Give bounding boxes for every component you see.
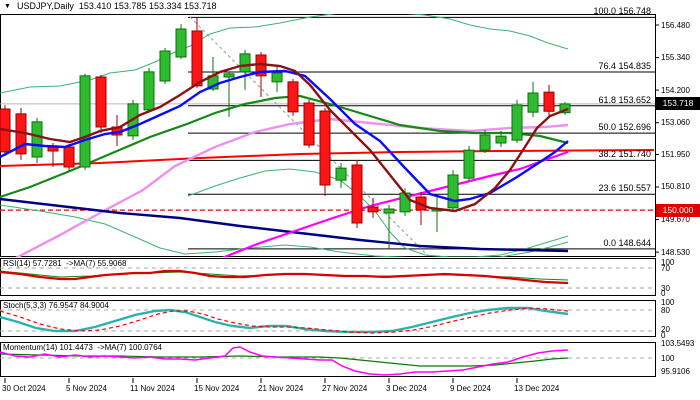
candle-body xyxy=(191,30,203,87)
stochastic-scale-label: 80 xyxy=(661,305,670,315)
rsi-indicator-label: RSI(14) 57.7281 ->MA(7) 55.9068 xyxy=(3,259,127,268)
current-price-tag: 153.718 xyxy=(656,97,700,111)
date-axis-label[interactable]: 13 Dec 2024 xyxy=(514,384,560,393)
candle-body xyxy=(447,174,459,209)
momentum-scale-label: 103.5493 xyxy=(661,338,695,348)
rsi-scale-label: 30 xyxy=(661,283,670,293)
candle-body xyxy=(175,28,187,58)
date-axis-label[interactable]: 21 Nov 2024 xyxy=(258,384,304,393)
candle-body xyxy=(527,92,539,113)
stochastic-scale-label: 0 xyxy=(661,330,666,340)
date-axis-label[interactable]: 27 Nov 2024 xyxy=(322,384,368,393)
date-axis-label[interactable]: 15 Nov 2024 xyxy=(194,384,240,393)
candle-body xyxy=(63,146,75,168)
candle-body xyxy=(511,104,523,141)
candle-body xyxy=(287,81,299,113)
date-axis-label[interactable]: 5 Nov 2024 xyxy=(66,384,107,393)
candle-body xyxy=(239,53,251,73)
candle-body xyxy=(543,91,555,112)
candle-body xyxy=(367,206,379,213)
price-axis-label: 153.060 xyxy=(661,118,690,128)
fib-level-label: 23.6 150.557 xyxy=(598,183,651,194)
price-axis-label: 150.810 xyxy=(661,182,690,192)
candle-body xyxy=(79,75,91,168)
candle-body xyxy=(319,110,331,186)
candle-body xyxy=(463,149,475,179)
fib-level-label: 38.2 151.740 xyxy=(598,149,651,160)
candle-body xyxy=(143,71,155,111)
price-axis-label: 149.670 xyxy=(661,215,690,225)
momentum-indicator-label: Momentum(14) 101.4473 ->MA(7) 100.0764 xyxy=(3,343,162,352)
fib-level-label: 76.4 154.835 xyxy=(598,60,651,71)
price-axis-label: 148.530 xyxy=(661,247,690,257)
momentum-scale-label: 100 xyxy=(661,353,675,363)
price-axis-label: 151.950 xyxy=(661,149,690,159)
symbol-period-label: USDJPY,Daily xyxy=(17,1,74,11)
candle-body xyxy=(351,164,363,224)
rsi-panel-canvas[interactable] xyxy=(0,258,656,296)
chart-title: USDJPY,Daily 153.410 153.785 153.334 153… xyxy=(17,1,217,11)
fib-level-label: 0.0 148.644 xyxy=(603,237,651,248)
price-axis-label: 156.480 xyxy=(661,20,690,30)
fib-level-label: 50.0 152.696 xyxy=(598,122,651,133)
candle-body xyxy=(223,73,235,78)
momentum-panel-canvas[interactable] xyxy=(0,342,656,377)
momentum-scale-label: 95.9106 xyxy=(661,366,690,376)
candle-body xyxy=(159,50,171,82)
candle-body xyxy=(335,167,347,181)
date-axis-label[interactable]: 11 Nov 2024 xyxy=(130,384,175,393)
rsi-scale-label: 100 xyxy=(661,257,675,267)
date-axis-label[interactable]: 30 Oct 2024 xyxy=(2,384,46,393)
price-axis-label: 155.340 xyxy=(661,53,690,63)
candle-body xyxy=(383,208,395,214)
main-chart-canvas[interactable] xyxy=(0,14,656,257)
candle-body xyxy=(399,192,411,213)
stochastic-panel-canvas[interactable] xyxy=(0,300,656,337)
candle-body xyxy=(479,134,491,151)
chart-title-bar: ▼ USDJPY,Daily 153.410 153.785 153.334 1… xyxy=(0,0,700,14)
candle-body xyxy=(271,72,283,83)
stochastic-scale-label: 20 xyxy=(661,324,670,334)
price-axis-label: 154.200 xyxy=(661,85,690,95)
level-price-tag: 150.000 xyxy=(656,203,700,217)
fib-level-label: 100.0 156.748 xyxy=(593,6,651,17)
candle-body xyxy=(495,135,507,144)
date-axis-label[interactable]: 3 Dec 2024 xyxy=(386,384,427,393)
stochastic-indicator-label: Stoch(5,3,3) 76.9547 84.9004 xyxy=(3,301,109,310)
candle-body xyxy=(95,76,107,128)
fib-level-label: 61.8 153.652 xyxy=(598,94,651,105)
date-axis-label[interactable]: 9 Dec 2024 xyxy=(450,384,491,393)
rsi-scale-label: 0 xyxy=(661,288,666,298)
rsi-scale-label: 70 xyxy=(661,263,670,273)
quote-dropdown-icon[interactable]: ▼ xyxy=(4,3,11,10)
candle-body xyxy=(303,102,315,146)
candle-body xyxy=(31,121,43,158)
stochastic-scale-label: 100 xyxy=(661,297,675,307)
candle-body xyxy=(559,103,571,114)
ohlc-quote-label: 153.410 153.785 153.334 153.718 xyxy=(78,1,217,11)
